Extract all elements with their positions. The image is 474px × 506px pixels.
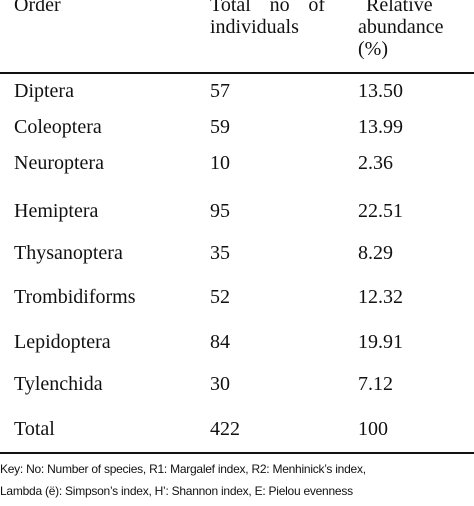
cell-order: Total <box>14 418 55 440</box>
cell-order: Thysanoptera <box>14 242 123 264</box>
cell-relative: 2.36 <box>358 152 393 174</box>
cell-relative: 100 <box>358 418 388 440</box>
cell-relative: 13.50 <box>358 80 403 102</box>
cell-total: 59 <box>210 116 230 138</box>
cell-relative: 13.99 <box>358 116 403 138</box>
header-of-word: of <box>308 0 325 16</box>
cell-total: 35 <box>210 242 230 264</box>
header-relative-line3: (%) <box>358 38 388 60</box>
table-header: Order Total no of individuals Relative a… <box>0 0 474 72</box>
cell-total: 84 <box>210 331 230 353</box>
header-relative-line2: abundance <box>358 16 444 38</box>
cell-relative: 19.91 <box>358 331 403 353</box>
header-order: Order <box>14 0 61 16</box>
cell-order: Neuroptera <box>14 152 104 174</box>
cell-order: Diptera <box>14 80 74 102</box>
header-total-word: Total <box>210 0 251 16</box>
cell-total: 30 <box>210 373 230 395</box>
footnote-line1: Key: No: Number of species, R1: Margalef… <box>0 462 366 476</box>
cell-relative: 22.51 <box>358 200 403 222</box>
table-bottom-rule <box>0 452 474 454</box>
table-footnote: Key: No: Number of species, R1: Margalef… <box>0 458 474 502</box>
cell-total: 95 <box>210 200 230 222</box>
header-divider <box>0 72 474 74</box>
cell-order: Tylenchida <box>14 373 103 395</box>
header-total-line1: Total no of <box>210 0 325 16</box>
cell-order: Lepidoptera <box>14 331 111 353</box>
footnote-line2: Lambda (ë): Simpson’s index, H’: Shannon… <box>0 484 353 498</box>
cell-relative: 8.29 <box>358 242 393 264</box>
cell-total: 52 <box>210 286 230 308</box>
cell-total: 57 <box>210 80 230 102</box>
cell-total: 422 <box>210 418 240 440</box>
cell-total: 10 <box>210 152 230 174</box>
header-no-word: no <box>269 0 290 16</box>
cell-order: Hemiptera <box>14 200 99 222</box>
cell-order: Coleoptera <box>14 116 102 138</box>
header-total-line2: individuals <box>210 16 299 38</box>
header-total-individuals: Total no of individuals <box>210 0 325 38</box>
header-relative-line1: Relative <box>366 0 433 16</box>
cell-order: Trombidiforms <box>14 286 136 308</box>
header-relative-abundance: Relative abundance (%) <box>358 0 444 60</box>
cell-relative: 12.32 <box>358 286 403 308</box>
cell-relative: 7.12 <box>358 373 393 395</box>
